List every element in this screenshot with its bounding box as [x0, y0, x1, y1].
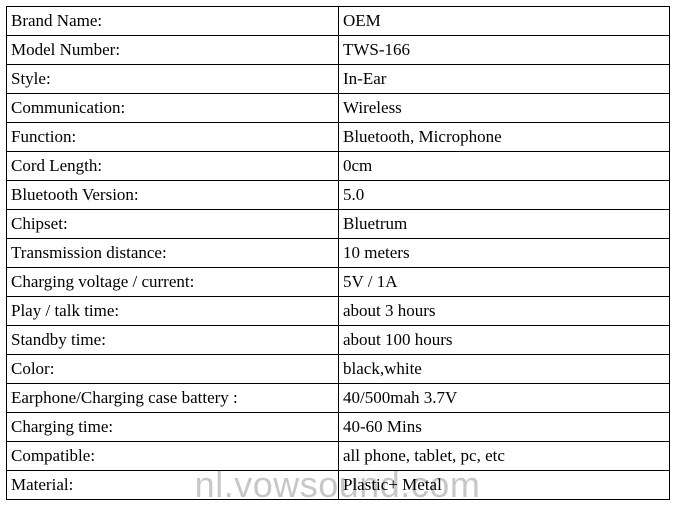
spec-value: In-Ear — [339, 65, 670, 94]
table-row: Bluetooth Version:5.0 — [7, 181, 670, 210]
spec-value: Bluetrum — [339, 210, 670, 239]
table-container: Brand Name:OEM Model Number:TWS-166 Styl… — [0, 0, 675, 506]
spec-label: Transmission distance: — [7, 239, 339, 268]
spec-value: about 100 hours — [339, 326, 670, 355]
table-row: Brand Name:OEM — [7, 7, 670, 36]
table-row: Function:Bluetooth, Microphone — [7, 123, 670, 152]
table-row: Charging time:40-60 Mins — [7, 413, 670, 442]
spec-label: Brand Name: — [7, 7, 339, 36]
spec-label: Compatible: — [7, 442, 339, 471]
spec-label: Play / talk time: — [7, 297, 339, 326]
table-row: Material:Plastic+ Metal — [7, 471, 670, 500]
spec-label: Material: — [7, 471, 339, 500]
spec-value: 40-60 Mins — [339, 413, 670, 442]
spec-label: Cord Length: — [7, 152, 339, 181]
spec-label: Chipset: — [7, 210, 339, 239]
spec-label: Function: — [7, 123, 339, 152]
spec-value: 0cm — [339, 152, 670, 181]
table-row: Standby time:about 100 hours — [7, 326, 670, 355]
spec-table: Brand Name:OEM Model Number:TWS-166 Styl… — [6, 6, 670, 500]
spec-label: Earphone/Charging case battery : — [7, 384, 339, 413]
table-row: Style:In-Ear — [7, 65, 670, 94]
table-row: Color:black,white — [7, 355, 670, 384]
table-row: Cord Length:0cm — [7, 152, 670, 181]
table-row: Compatible:all phone, tablet, pc, etc — [7, 442, 670, 471]
spec-value: OEM — [339, 7, 670, 36]
table-row: Model Number:TWS-166 — [7, 36, 670, 65]
spec-label: Communication: — [7, 94, 339, 123]
spec-value: black,white — [339, 355, 670, 384]
spec-value: 10 meters — [339, 239, 670, 268]
spec-label: Model Number: — [7, 36, 339, 65]
table-row: Charging voltage / current:5V / 1A — [7, 268, 670, 297]
spec-label: Standby time: — [7, 326, 339, 355]
spec-value: 40/500mah 3.7V — [339, 384, 670, 413]
spec-label: Style: — [7, 65, 339, 94]
spec-label: Bluetooth Version: — [7, 181, 339, 210]
table-row: Communication:Wireless — [7, 94, 670, 123]
spec-value: TWS-166 — [339, 36, 670, 65]
spec-table-body: Brand Name:OEM Model Number:TWS-166 Styl… — [7, 7, 670, 500]
spec-value: Wireless — [339, 94, 670, 123]
spec-value: 5.0 — [339, 181, 670, 210]
table-row: Transmission distance:10 meters — [7, 239, 670, 268]
table-row: Play / talk time:about 3 hours — [7, 297, 670, 326]
spec-value: all phone, tablet, pc, etc — [339, 442, 670, 471]
spec-label: Charging voltage / current: — [7, 268, 339, 297]
spec-value: 5V / 1A — [339, 268, 670, 297]
spec-value: about 3 hours — [339, 297, 670, 326]
table-row: Earphone/Charging case battery :40/500ma… — [7, 384, 670, 413]
spec-value: Plastic+ Metal — [339, 471, 670, 500]
spec-label: Charging time: — [7, 413, 339, 442]
spec-label: Color: — [7, 355, 339, 384]
spec-value: Bluetooth, Microphone — [339, 123, 670, 152]
table-row: Chipset:Bluetrum — [7, 210, 670, 239]
